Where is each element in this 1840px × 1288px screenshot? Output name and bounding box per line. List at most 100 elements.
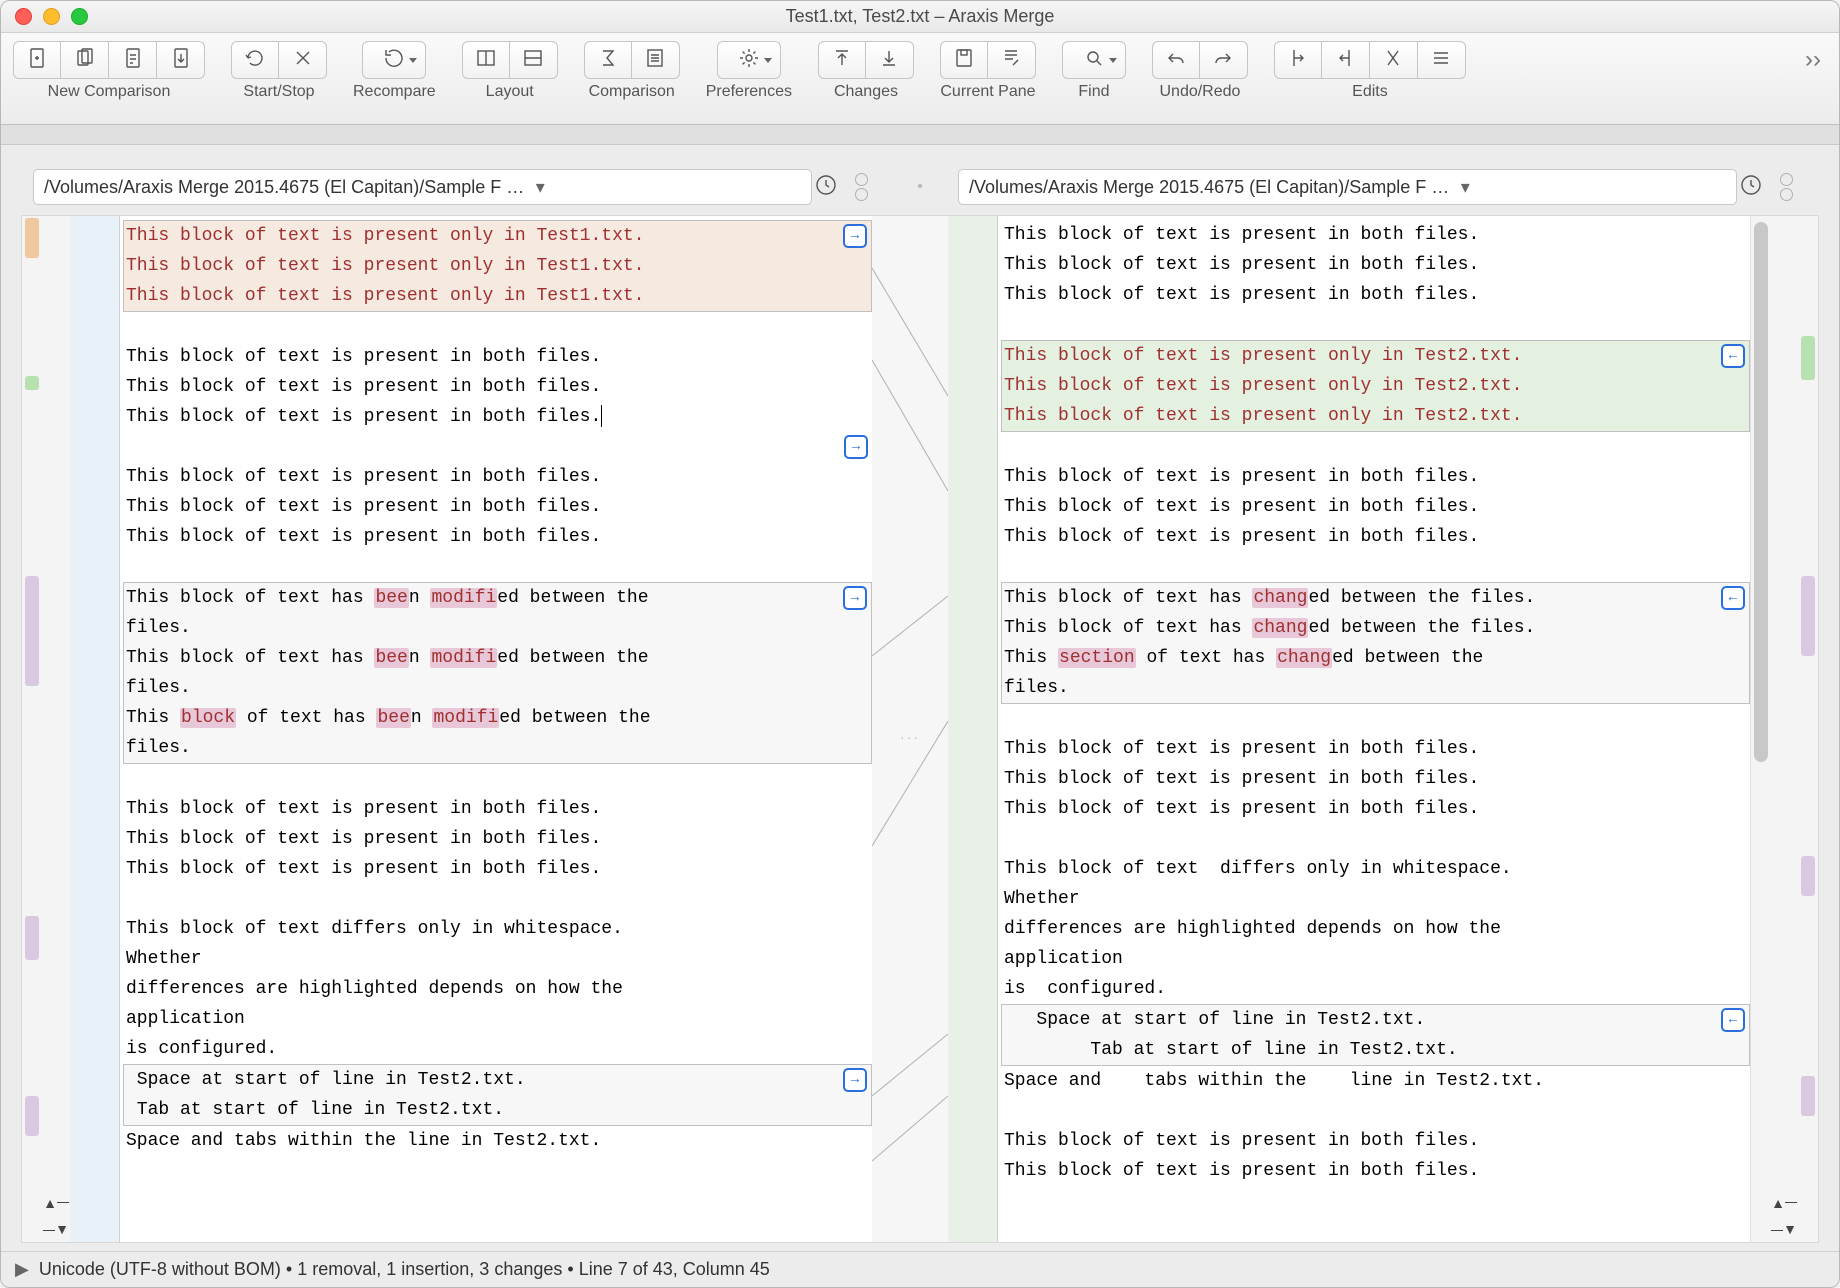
merge-right-button[interactable]: →	[844, 435, 868, 459]
goto-top-button[interactable]	[818, 41, 866, 79]
merge-lines-button[interactable]	[1418, 41, 1466, 79]
merge-left-button[interactable]: ←	[1721, 586, 1745, 610]
pane-sync-icon[interactable]	[840, 173, 882, 201]
search-button[interactable]	[1062, 41, 1126, 79]
toolbar-group: Preferences	[706, 41, 792, 101]
recycle-button[interactable]	[362, 41, 426, 79]
merge1-button[interactable]	[1274, 41, 1322, 79]
toolbar-label: Preferences	[706, 83, 792, 101]
text-line	[1002, 824, 1750, 854]
text-line: This block of text is present only in Te…	[124, 251, 871, 281]
diff-block-ws: ← Space at start of line in Test2.txt. T…	[1001, 1004, 1750, 1066]
diff-marker[interactable]	[25, 916, 39, 960]
x-icon	[291, 46, 315, 75]
right-pane: This block of text is present in both fi…	[948, 216, 1750, 1242]
text-line: This block of text is present in both fi…	[1002, 250, 1750, 280]
text-line: This block of text has changed between t…	[1002, 613, 1749, 643]
text-line	[1002, 704, 1750, 734]
chevron-down-icon[interactable]: ▾	[524, 177, 556, 198]
doc-plus-button[interactable]	[13, 41, 61, 79]
save-button[interactable]	[940, 41, 988, 79]
toolbar-label: Find	[1078, 83, 1109, 101]
status-summary: 1 removal, 1 insertion, 3 changes	[297, 1259, 562, 1280]
inline-diff: chang	[1276, 648, 1332, 668]
text-line: This block of text is present in both fi…	[1002, 462, 1750, 492]
gear-button[interactable]	[717, 41, 781, 79]
nav-bottom-icon[interactable]: ▼	[42, 1216, 70, 1242]
play-icon[interactable]: ▶	[15, 1259, 29, 1280]
sigma-button[interactable]	[584, 41, 632, 79]
chevron-down-icon[interactable]: ▾	[1449, 177, 1481, 198]
text-line: This block of text is present in both fi…	[124, 854, 872, 884]
text-line: application	[1002, 944, 1750, 974]
nav-top-icon[interactable]: ▲	[1770, 1190, 1798, 1216]
goto-bottom-icon	[877, 46, 901, 75]
doc-arrow-button[interactable]	[157, 41, 205, 79]
goto-top-icon	[830, 46, 854, 75]
merge3-button[interactable]	[1370, 41, 1418, 79]
doc-tree-button[interactable]	[109, 41, 157, 79]
scroll-thumb[interactable]	[1754, 222, 1768, 762]
nav-bottom-icon[interactable]: ▼	[1770, 1216, 1798, 1242]
goto-bottom-button[interactable]	[866, 41, 914, 79]
reload-button[interactable]	[231, 41, 279, 79]
toolbar-label: Edits	[1352, 83, 1388, 101]
text-line	[124, 312, 872, 342]
right-text[interactable]: This block of text is present in both fi…	[998, 216, 1750, 1242]
toolbar-label: Start/Stop	[243, 83, 314, 101]
merge2-button[interactable]	[1322, 41, 1370, 79]
merge-left-button[interactable]: ←	[1721, 1008, 1745, 1032]
text-line: differences are highlighted depends on h…	[124, 974, 872, 1004]
sigma-icon	[596, 46, 620, 75]
inline-diff: block	[180, 708, 236, 728]
diff-marker[interactable]	[1801, 856, 1815, 896]
merge-left-button[interactable]: ←	[1721, 344, 1745, 368]
left-text[interactable]: → This block of text is present only in T…	[120, 216, 872, 1242]
pane-sync-icon[interactable]	[1765, 173, 1807, 201]
left-path-field[interactable]: /Volumes/Araxis Merge 2015.4675 (El Capi…	[33, 169, 812, 205]
search-icon	[1082, 46, 1106, 75]
left-nav-arrows: ▲ ▼	[42, 216, 70, 1242]
text-line: This block of text is present only in Te…	[1002, 401, 1749, 431]
status-bar: ▶ Unicode (UTF-8 without BOM) • 1 remova…	[1, 1251, 1839, 1287]
diff-marker[interactable]	[1801, 576, 1815, 656]
center-gap: •	[882, 167, 958, 207]
text-line	[124, 884, 872, 914]
merge-right-button[interactable]: →	[843, 224, 867, 248]
diff-marker[interactable]	[25, 218, 39, 258]
text-line: This block of text is present only in Te…	[1002, 341, 1749, 371]
doc-dup-button[interactable]	[61, 41, 109, 79]
right-path-field[interactable]: /Volumes/Araxis Merge 2015.4675 (El Capi…	[958, 169, 1737, 205]
text-line: files.	[1002, 673, 1749, 703]
toolbar-group: Recompare	[353, 41, 436, 101]
nav-top-icon[interactable]: ▲	[42, 1190, 70, 1216]
history-icon[interactable]	[812, 173, 840, 202]
text-line	[123, 432, 872, 462]
redo-button[interactable]	[1200, 41, 1248, 79]
merge-right-button[interactable]: →	[843, 586, 867, 610]
history-icon[interactable]	[1737, 173, 1765, 202]
split-v-button[interactable]	[510, 41, 558, 79]
undo-button[interactable]	[1152, 41, 1200, 79]
merge-right-button[interactable]: →	[843, 1068, 867, 1092]
inline-diff: bee	[376, 708, 410, 728]
toolbar-group: Start/Stop	[231, 41, 327, 101]
overflow-icon[interactable]: ››	[1805, 41, 1827, 79]
text-line	[1002, 1096, 1750, 1126]
toolbar-group: Edits	[1274, 41, 1466, 101]
diff-marker[interactable]	[1801, 336, 1815, 380]
right-scrollbar[interactable]	[1750, 216, 1770, 1242]
diff-marker[interactable]	[25, 1096, 39, 1136]
text-line: is configured.	[1002, 974, 1750, 1004]
diff-marker[interactable]	[1801, 1076, 1815, 1116]
list-button[interactable]	[632, 41, 680, 79]
diff-marker[interactable]	[25, 376, 39, 390]
text-line: This block of text is present in both fi…	[1002, 764, 1750, 794]
text-line: differences are highlighted depends on h…	[1002, 914, 1750, 944]
edit-button[interactable]	[988, 41, 1036, 79]
x-button[interactable]	[279, 41, 327, 79]
split-h-button[interactable]	[462, 41, 510, 79]
text-line	[124, 552, 872, 582]
diff-marker[interactable]	[25, 576, 39, 686]
toolbar-label: Changes	[834, 83, 898, 101]
